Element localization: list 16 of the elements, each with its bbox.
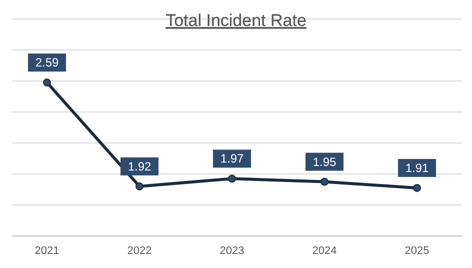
point	[228, 174, 236, 183]
point	[43, 78, 51, 87]
x-tick-label: 2023	[220, 245, 244, 257]
chart-title: Total Incident Rate	[166, 11, 306, 30]
data-label: 1.95	[312, 154, 336, 169]
data-label: 1.92	[128, 159, 152, 174]
point	[413, 184, 421, 192]
data-label: 1.97	[220, 152, 244, 166]
x-tick-label: 2025	[404, 245, 430, 257]
x-tick-label: 2024	[312, 245, 337, 257]
data-label: 2.59	[35, 56, 59, 70]
data-label: 1.91	[405, 160, 429, 175]
point	[136, 182, 144, 190]
x-tick-label: 2021	[34, 245, 60, 257]
point	[320, 178, 328, 186]
x-tick-label: 2022	[127, 245, 152, 257]
